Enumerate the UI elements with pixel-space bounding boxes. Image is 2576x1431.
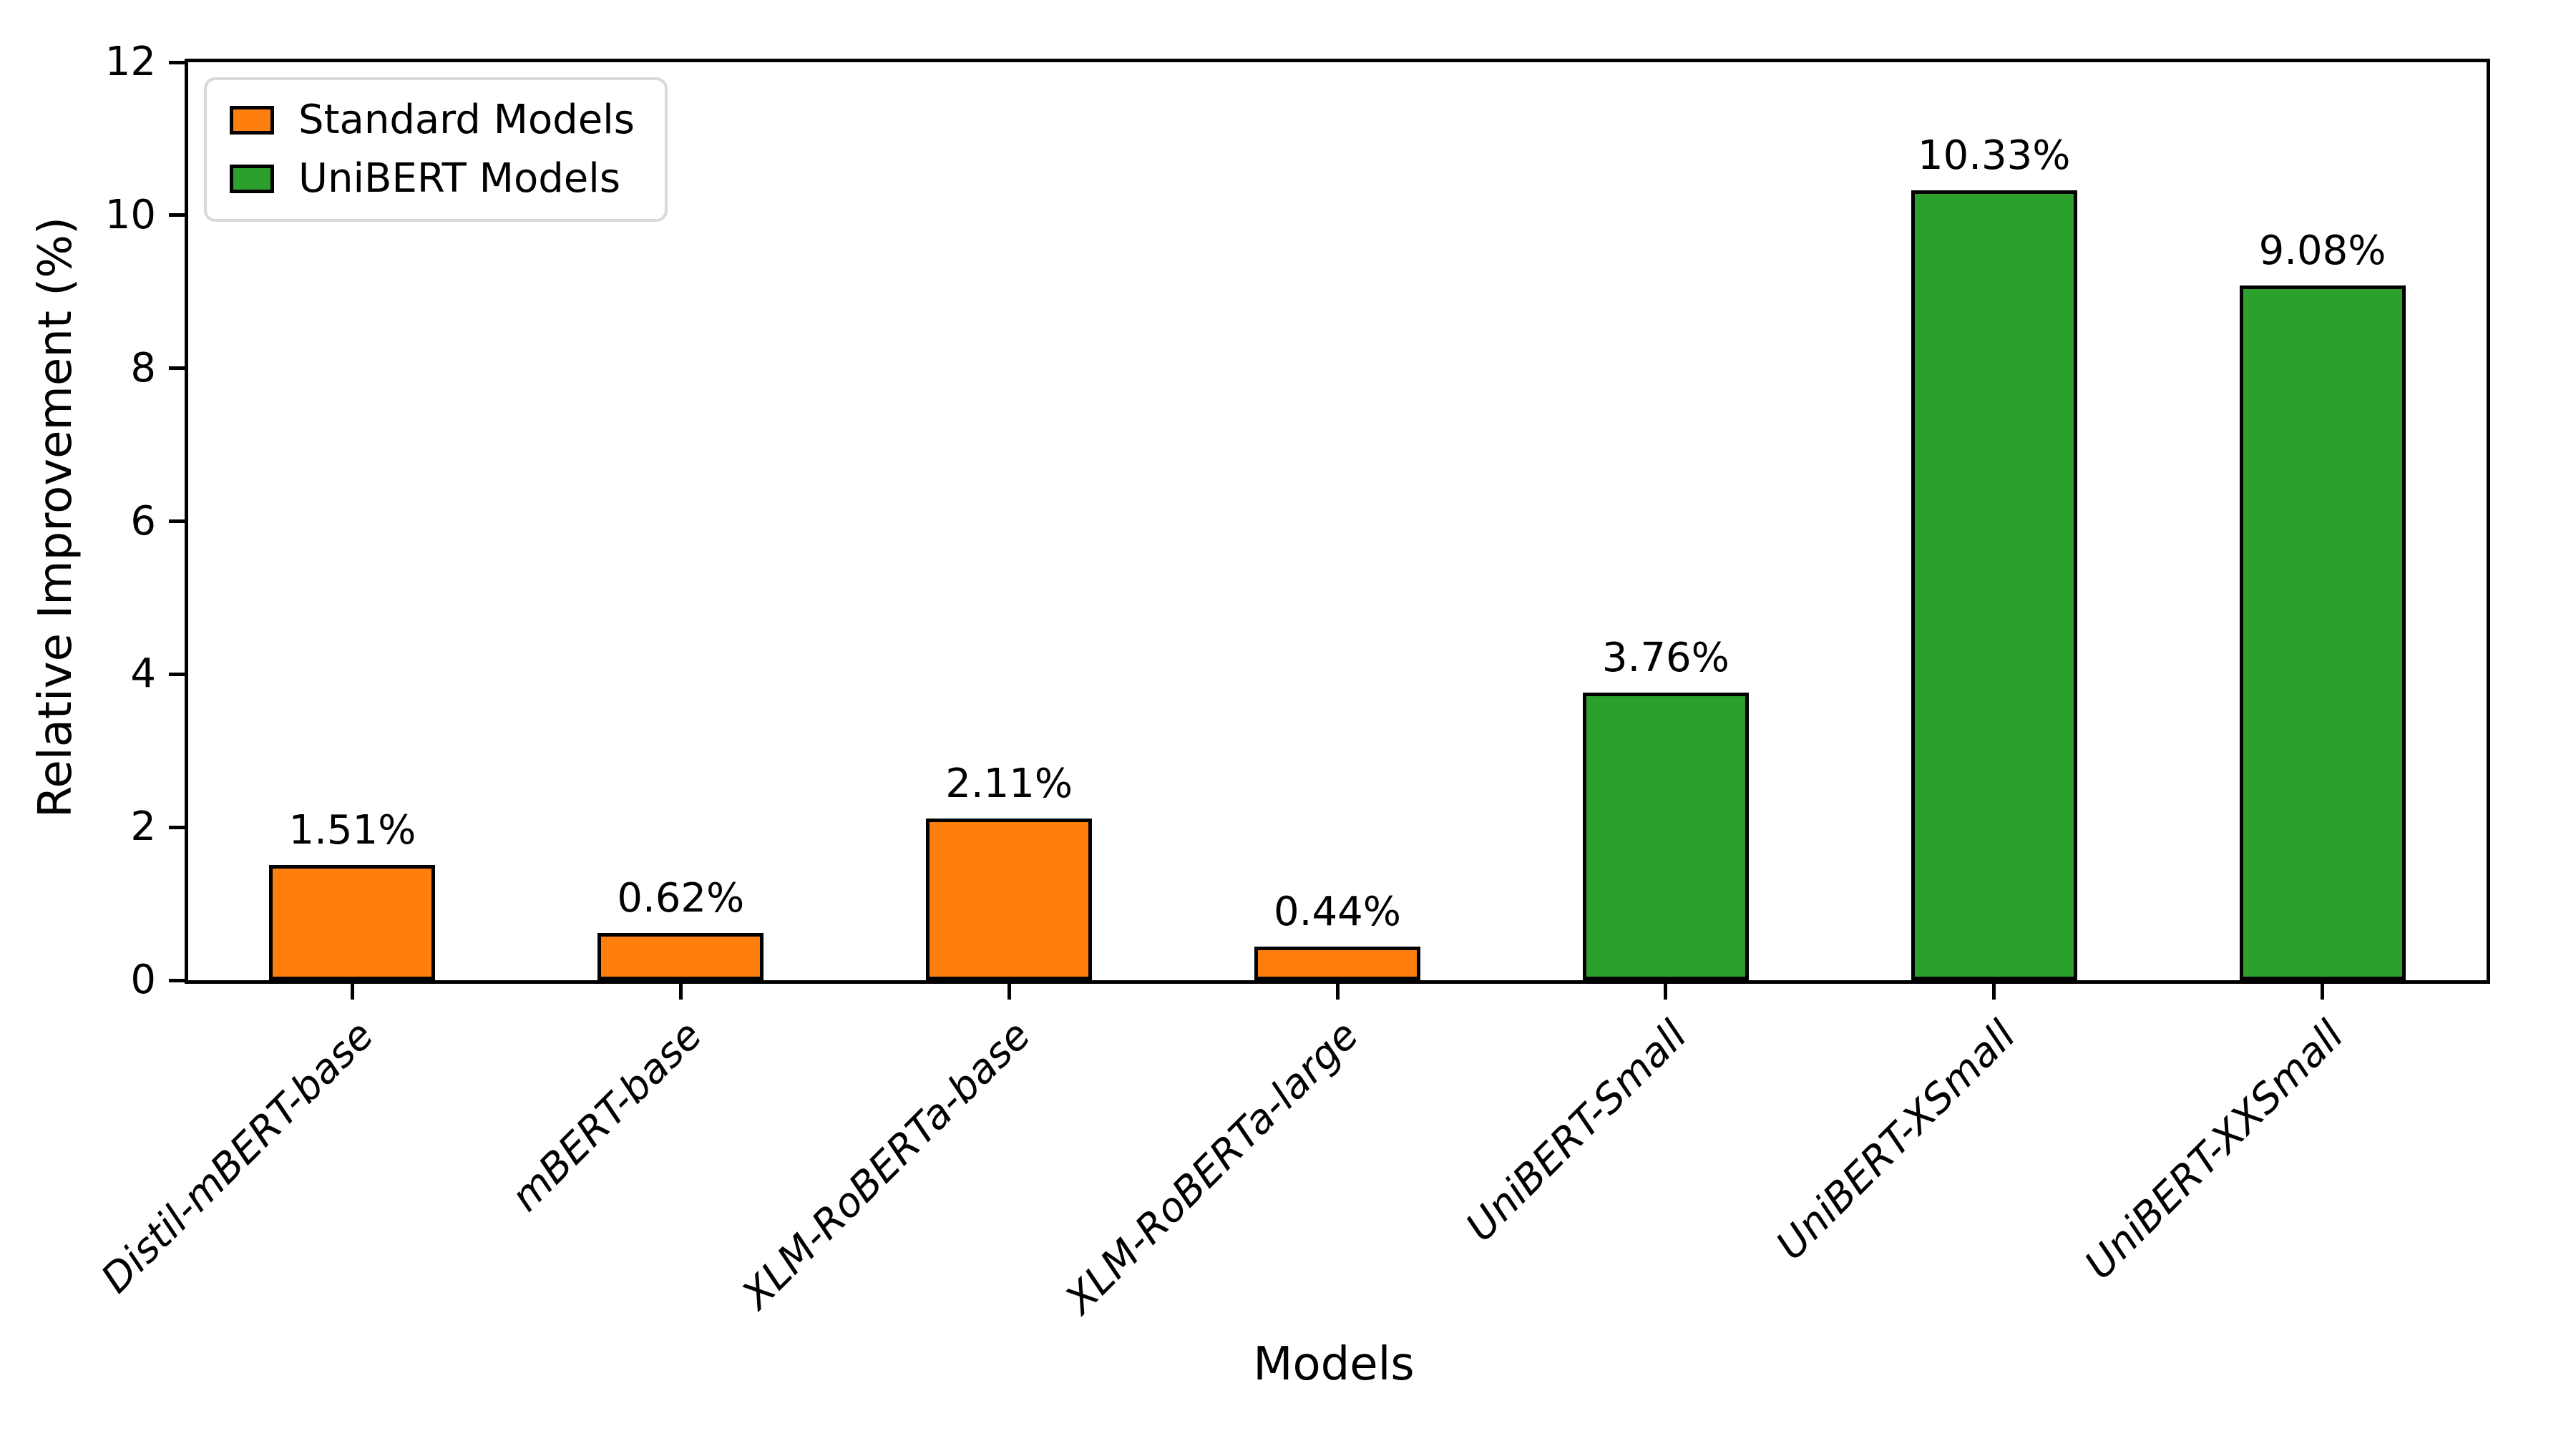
bar-value-label: 9.08% <box>2258 228 2386 275</box>
bar-value-label: 1.51% <box>288 806 416 854</box>
y-axis-tick-mark <box>169 60 185 64</box>
bar-value-label: 3.76% <box>1601 635 1729 681</box>
x-axis-tick-mark <box>1335 984 1340 1000</box>
bar-value-label: 2.11% <box>945 761 1073 808</box>
bar-unibert-small <box>1582 693 1749 980</box>
x-axis-tick-label: mBERT-base <box>502 1012 711 1221</box>
y-axis-tick-mark <box>169 213 185 218</box>
y-axis-tick-mark <box>169 672 185 676</box>
legend: Standard Models UniBERT Models <box>204 77 668 222</box>
bar-unibert-xsmall <box>1911 190 2077 980</box>
bar-xlm-roberta-base <box>926 819 1093 980</box>
y-axis-tick-label: 8 <box>130 344 156 391</box>
bar-mbert-base <box>597 932 764 980</box>
x-axis-tick-label: XLM-RoBERTa-base <box>733 1012 1040 1319</box>
bar-value-label: 0.44% <box>1274 888 1401 935</box>
bar-xlm-roberta-large <box>1254 946 1420 980</box>
y-axis-tick-mark <box>169 366 185 371</box>
bar-unibert-xxsmall <box>2239 285 2406 980</box>
x-axis-tick-label: UniBERT-Small <box>1457 1012 1697 1251</box>
y-axis-title: Relative Improvement (%) <box>29 216 82 819</box>
y-axis-tick-mark <box>169 825 185 829</box>
x-axis-tick-mark <box>1992 984 1996 1000</box>
x-axis-tick-mark <box>678 984 683 1000</box>
legend-label-standard-models: Standard Models <box>298 97 635 143</box>
legend-label-unibert-models: UniBERT Models <box>298 155 620 202</box>
legend-entry-standard-models: Standard Models <box>230 100 635 140</box>
bar-distil-mbert-base <box>269 864 436 980</box>
x-axis-tick-label: XLM-RoBERTa-large <box>1056 1012 1368 1324</box>
bar-value-label: 0.62% <box>617 874 745 922</box>
y-axis-tick-label: 12 <box>104 39 156 85</box>
x-axis-tick-mark <box>2321 984 2325 1000</box>
legend-entry-unibert-models: UniBERT Models <box>230 159 635 199</box>
x-axis-tick-label: UniBERT-XSmall <box>1767 1012 2025 1269</box>
y-axis-tick-mark <box>169 978 185 982</box>
y-axis-tick-label: 2 <box>130 804 156 851</box>
x-axis-tick-label: Distil-mBERT-base <box>92 1012 383 1302</box>
bar-value-label: 10.33% <box>1917 132 2071 179</box>
y-axis-tick-label: 10 <box>104 191 156 238</box>
legend-swatch-standard-models-icon <box>230 106 274 135</box>
y-axis-tick-mark <box>169 519 185 523</box>
x-axis-title: Models <box>1253 1338 1415 1391</box>
x-axis-tick-mark <box>350 984 354 1000</box>
x-axis-tick-mark <box>1007 984 1011 1000</box>
y-axis-tick-label: 4 <box>130 650 156 698</box>
y-axis-tick-label: 6 <box>130 497 156 544</box>
legend-swatch-unibert-models-icon <box>230 165 274 193</box>
x-axis-tick-mark <box>1664 984 1668 1000</box>
x-axis-tick-label: UniBERT-XXSmall <box>2076 1012 2353 1289</box>
y-axis-tick-label: 0 <box>130 957 156 1003</box>
